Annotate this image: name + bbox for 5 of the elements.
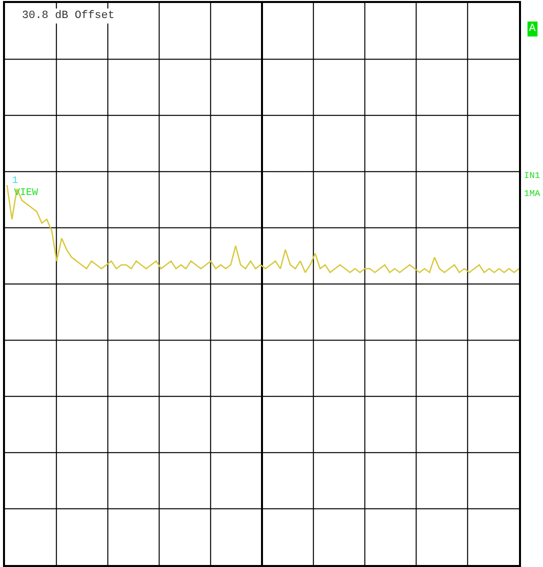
text: IN1	[524, 171, 540, 181]
text: A	[529, 23, 536, 35]
text: 1MA	[524, 189, 541, 199]
annotation: 1	[12, 176, 18, 187]
text: 30.8 dB Offset	[22, 10, 114, 22]
